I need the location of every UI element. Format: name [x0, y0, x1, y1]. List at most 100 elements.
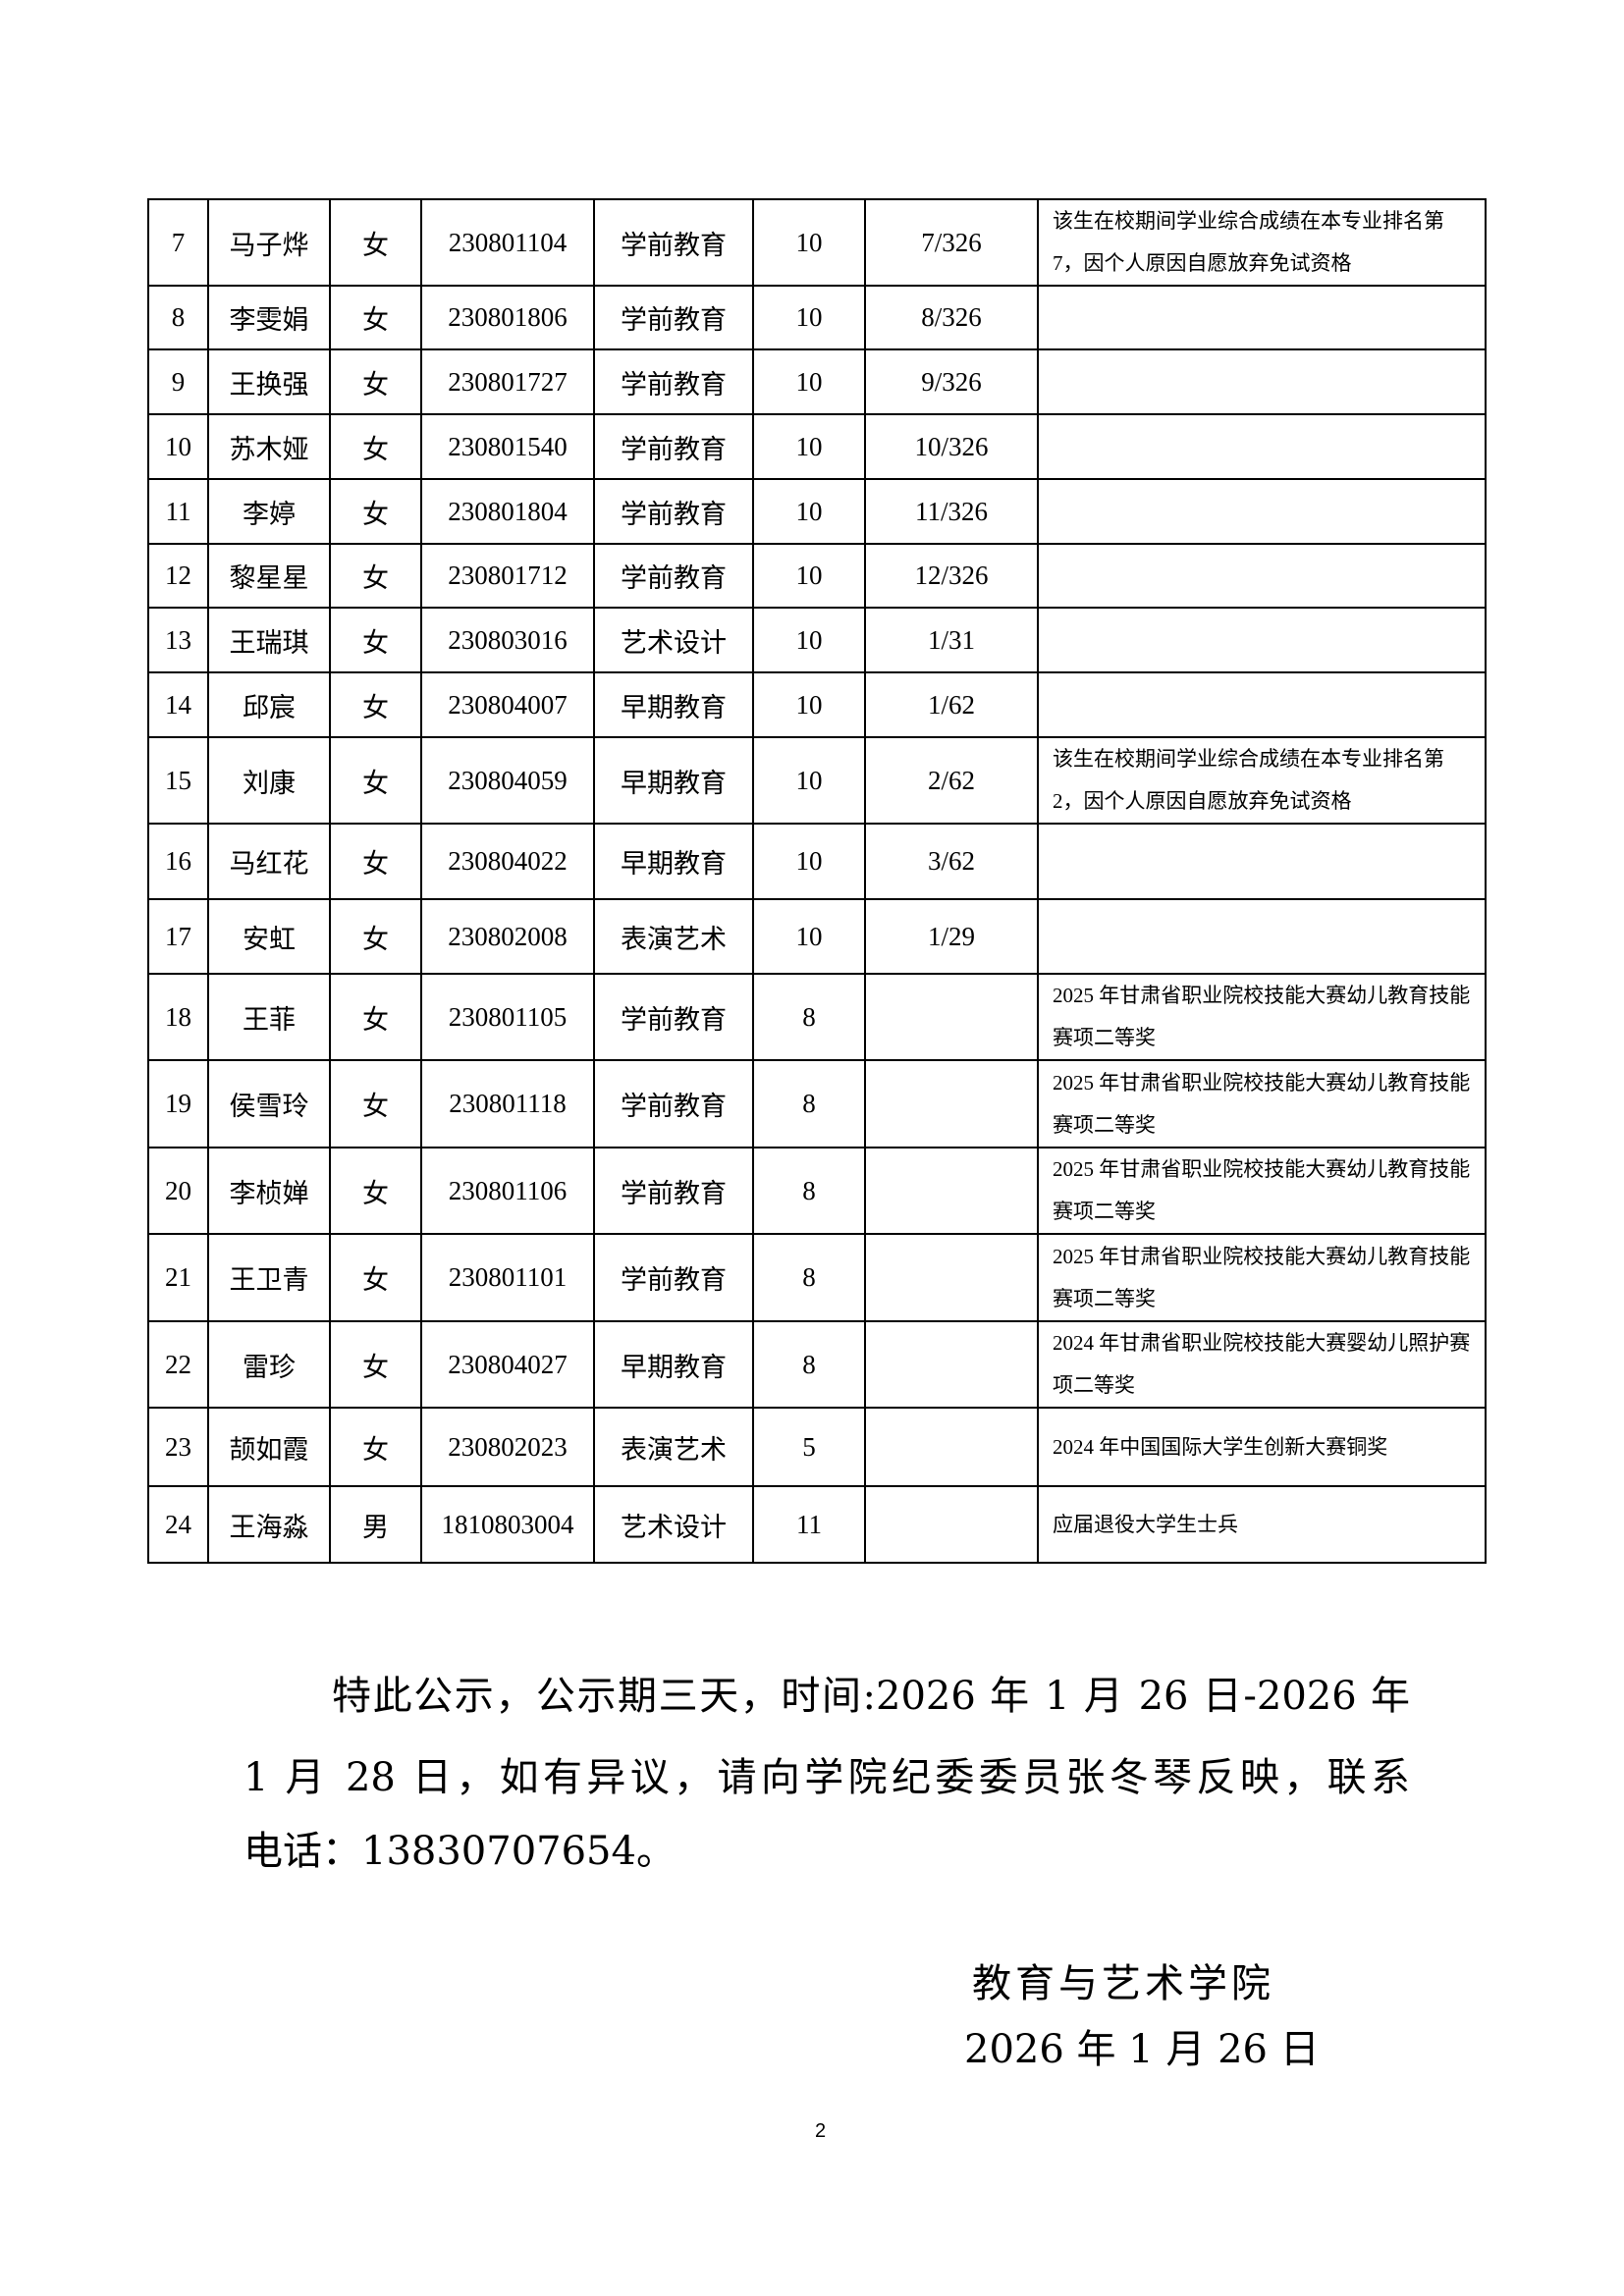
cell-student-id: 230802023	[420, 1407, 595, 1487]
cell-points: 8	[752, 1147, 866, 1235]
cell-no: 12	[147, 543, 209, 609]
cell-major: 早期教育	[593, 1320, 754, 1409]
cell-gender: 女	[329, 671, 422, 738]
cell-no: 22	[147, 1320, 209, 1409]
cell-student-id: 230801118	[420, 1059, 595, 1148]
cell-name: 马子烨	[207, 198, 331, 287]
cell-no: 18	[147, 973, 209, 1061]
cell-name: 李雯娟	[207, 285, 331, 350]
cell-points: 8	[752, 1320, 866, 1409]
cell-note	[1037, 823, 1487, 900]
cell-no: 7	[147, 198, 209, 287]
cell-name: 苏木娅	[207, 413, 331, 480]
cell-rank: 12/326	[864, 543, 1039, 609]
cell-points: 10	[752, 671, 866, 738]
cell-student-id: 230804022	[420, 823, 595, 900]
cell-major: 学前教育	[593, 543, 754, 609]
cell-rank: 1/29	[864, 898, 1039, 975]
cell-no: 15	[147, 736, 209, 825]
cell-points: 8	[752, 1233, 866, 1322]
cell-note	[1037, 348, 1487, 415]
cell-rank: 3/62	[864, 823, 1039, 900]
cell-major: 学前教育	[593, 1233, 754, 1322]
cell-major: 表演艺术	[593, 1407, 754, 1487]
cell-note	[1037, 478, 1487, 545]
cell-gender: 女	[329, 1059, 422, 1148]
cell-note	[1037, 607, 1487, 673]
cell-gender: 女	[329, 736, 422, 825]
cell-note: 2024 年甘肃省职业院校技能大赛婴幼儿照护赛项二等奖	[1037, 1320, 1487, 1409]
table-row: 21 王卫青女 230801101 学前教育 8 2025 年甘肃省职业院校技能大赛幼儿教…	[147, 1233, 1487, 1322]
cell-points: 11	[752, 1485, 866, 1564]
cell-rank: 11/326	[864, 478, 1039, 545]
cell-no: 8	[147, 285, 209, 350]
cell-note: 2025 年甘肃省职业院校技能大赛幼儿教育技能赛项二等奖	[1037, 1233, 1487, 1322]
cell-name: 李婷	[207, 478, 331, 545]
cell-rank	[864, 973, 1039, 1061]
cell-major: 艺术设计	[593, 607, 754, 673]
cell-no: 11	[147, 478, 209, 545]
cell-name: 安虹	[207, 898, 331, 975]
cell-note	[1037, 898, 1487, 975]
page-number: 2	[815, 2120, 827, 2142]
cell-gender: 女	[329, 478, 422, 545]
cell-student-id: 230801105	[420, 973, 595, 1061]
cell-major: 学前教育	[593, 1147, 754, 1235]
table-row: 14 邱宸女 230804007 早期教育 10 1/62	[147, 671, 1487, 738]
table-row: 10 苏木娅女 230801540 学前教育 10 10/326	[147, 413, 1487, 480]
table-row: 22 雷珍女 230804027 早期教育 8 2024 年甘肃省职业院校技能大赛婴幼儿照…	[147, 1320, 1487, 1409]
cell-name: 雷珍	[207, 1320, 331, 1409]
signature-organization: 教育与艺术学院	[972, 1961, 1274, 2006]
cell-points: 10	[752, 198, 866, 287]
table-row: 17 安虹女 230802008 表演艺术 10 1/29	[147, 898, 1487, 975]
cell-points: 10	[752, 478, 866, 545]
cell-rank	[864, 1147, 1039, 1235]
cell-no: 20	[147, 1147, 209, 1235]
cell-gender: 女	[329, 607, 422, 673]
cell-student-id: 230802008	[420, 898, 595, 975]
cell-note: 2025 年甘肃省职业院校技能大赛幼儿教育技能赛项二等奖	[1037, 1059, 1487, 1148]
cell-note	[1037, 413, 1487, 480]
cell-student-id: 230801727	[420, 348, 595, 415]
cell-gender: 女	[329, 198, 422, 287]
cell-name: 王换强	[207, 348, 331, 415]
cell-gender: 女	[329, 973, 422, 1061]
cell-student-id: 230801104	[420, 198, 595, 287]
cell-student-id: 230801712	[420, 543, 595, 609]
cell-points: 10	[752, 285, 866, 350]
cell-name: 王瑞琪	[207, 607, 331, 673]
table-row: 8 李雯娟女 230801806 学前教育 10 8/326	[147, 285, 1487, 350]
cell-no: 23	[147, 1407, 209, 1487]
table-row: 7 马子烨女 230801104 学前教育 10 7/326 该生在校期间学业综合成绩在本专…	[147, 198, 1487, 287]
cell-gender: 女	[329, 285, 422, 350]
cell-note: 该生在校期间学业综合成绩在本专业排名第7，因个人原因自愿放弃免试资格	[1037, 198, 1487, 287]
cell-student-id: 230801101	[420, 1233, 595, 1322]
cell-major: 艺术设计	[593, 1485, 754, 1564]
cell-major: 学前教育	[593, 348, 754, 415]
cell-rank: 2/62	[864, 736, 1039, 825]
cell-gender: 女	[329, 898, 422, 975]
cell-rank: 10/326	[864, 413, 1039, 480]
candidate-table: 7 马子烨女 230801104 学前教育 10 7/326 该生在校期间学业综合成绩在本专…	[147, 198, 1487, 1564]
cell-name: 邱宸	[207, 671, 331, 738]
cell-note: 2025 年甘肃省职业院校技能大赛幼儿教育技能赛项二等奖	[1037, 973, 1487, 1061]
cell-gender: 女	[329, 1147, 422, 1235]
cell-name: 王卫青	[207, 1233, 331, 1322]
cell-major: 学前教育	[593, 413, 754, 480]
cell-student-id: 230804059	[420, 736, 595, 825]
cell-major: 表演艺术	[593, 898, 754, 975]
cell-major: 学前教育	[593, 1059, 754, 1148]
cell-gender: 女	[329, 1233, 422, 1322]
cell-name: 李桢婵	[207, 1147, 331, 1235]
cell-major: 早期教育	[593, 736, 754, 825]
cell-rank: 9/326	[864, 348, 1039, 415]
cell-no: 13	[147, 607, 209, 673]
cell-note	[1037, 671, 1487, 738]
cell-rank	[864, 1485, 1039, 1564]
cell-name: 刘康	[207, 736, 331, 825]
cell-points: 10	[752, 607, 866, 673]
cell-gender: 女	[329, 1407, 422, 1487]
table-row: 24 王海淼男 1810803004 艺术设计 11 应届退役大学生士兵	[147, 1485, 1487, 1564]
cell-gender: 男	[329, 1485, 422, 1564]
cell-name: 王海淼	[207, 1485, 331, 1564]
